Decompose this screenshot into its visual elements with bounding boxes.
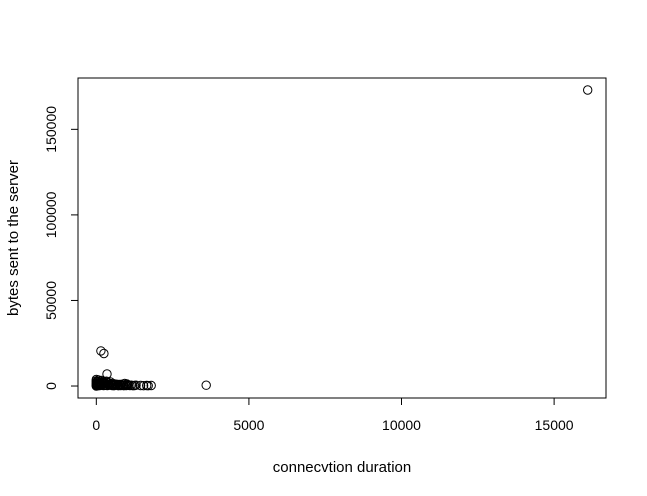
data-point [122, 380, 133, 390]
y-tick-label: 150000 [43, 106, 59, 153]
x-tick-label: 0 [92, 417, 100, 433]
data-point [135, 380, 146, 391]
data-point [138, 381, 149, 391]
data-point [116, 379, 127, 389]
y-axis: 0 50000 100000 150000 [43, 106, 79, 390]
data-point [126, 380, 137, 390]
y-axis-label: bytes sent to the server [5, 160, 22, 316]
data-point [96, 346, 106, 356]
data-point [103, 379, 113, 389]
data-points [91, 85, 593, 391]
y-tick-label: 0 [43, 382, 59, 390]
data-point [115, 380, 125, 390]
data-point [143, 381, 153, 391]
x-axis-label: connecvtion duration [273, 459, 411, 476]
data-point [129, 380, 140, 391]
data-point [99, 348, 109, 359]
x-tick-label: 15000 [535, 417, 574, 433]
plot-frame [77, 77, 607, 399]
data-point [102, 377, 112, 387]
data-point [201, 380, 211, 390]
data-point [146, 380, 156, 391]
y-tick-label: 100000 [43, 191, 59, 238]
x-axis: 0 5000 10000 15000 [92, 397, 574, 433]
data-point [583, 85, 593, 95]
x-tick-label: 5000 [233, 417, 264, 433]
y-tick-label: 50000 [43, 281, 59, 320]
x-tick-label: 10000 [382, 417, 421, 433]
